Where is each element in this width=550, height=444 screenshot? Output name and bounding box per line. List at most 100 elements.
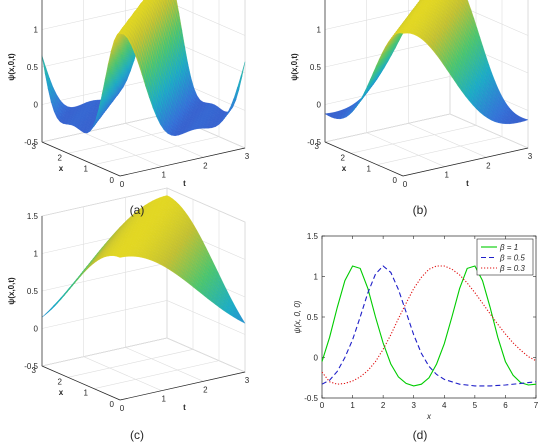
x-tick-label: 5 (473, 401, 478, 410)
legend-label-3: β = 0.3 (499, 264, 525, 273)
panel-d-line-plot: 0 1 2 3 4 5 6 7-0.500.511.5xψ(x, 0, 0)β = 1β = … (293, 232, 539, 421)
x-axis-label: x (59, 164, 64, 173)
z-tick-label: 1 (317, 26, 322, 35)
surface-patch (116, 255, 125, 258)
t-axis-line (402, 147, 529, 177)
t-tick-label: 1 (444, 171, 449, 180)
t-tick-label: 2 (486, 161, 491, 170)
y-tick-label: 1 (314, 273, 319, 282)
caption-c: (c) (130, 428, 144, 442)
x-tick-label: 2 (58, 153, 63, 162)
x-tick-label: 0 (110, 400, 115, 409)
x-tick-label: 7 (534, 401, 539, 410)
z-tick-label: 1 (34, 250, 39, 259)
z-tick-label: 0 (317, 101, 322, 110)
series-line-1 (321, 265, 537, 387)
legend: β = 1 β = 0.5β = 0.3 (476, 238, 534, 276)
x-tick-label: 1 (350, 401, 355, 410)
z-gridline (324, 38, 529, 74)
legend-label-1: β = 1 (499, 243, 518, 252)
x-tick-label: 4 (442, 401, 447, 410)
y-tick-label: -0.5 (304, 394, 318, 403)
legend-box (476, 238, 534, 276)
z-tick-label: -0.5 (24, 362, 38, 371)
x-tick-label: 2 (381, 401, 386, 410)
x-gridline (93, 0, 220, 165)
t-tick-label: 0 (403, 180, 408, 189)
t-tick-label: 1 (161, 171, 166, 180)
t-tick-label: 2 (203, 385, 208, 394)
surface-mesh (324, 0, 529, 125)
z-tick-label: 0.5 (27, 63, 39, 72)
y-axis-label: ψ(x, 0, 0) (293, 300, 302, 333)
y-tick-label: 0.5 (307, 313, 319, 322)
x-axis-label: x (342, 164, 347, 173)
x-tick-label: 2 (341, 153, 346, 162)
x-tick-label: 3 (411, 401, 416, 410)
z-tick-label: 1 (34, 26, 39, 35)
z-axis-label: ψ(x,0,t) (7, 53, 16, 81)
z-tick-label: -0.5 (307, 138, 321, 147)
x-tick-label: 1 (367, 165, 372, 174)
caption-b: (b) (413, 203, 428, 217)
series-line-2 (321, 265, 537, 387)
z-tick-label: 1.5 (27, 212, 39, 221)
surface-patch (116, 31, 125, 35)
x-tick-label: 1 (84, 389, 89, 398)
surface-patch (399, 31, 408, 34)
floor (40, 337, 247, 401)
t-tick-label: 3 (245, 376, 250, 385)
x-tick-label: 6 (503, 401, 508, 410)
t-gridline (324, 0, 404, 177)
t-axis-label: t (466, 179, 469, 188)
x-tick-label: 3 (32, 366, 37, 375)
series-line-3 (321, 265, 537, 385)
t-tick-label: 0 (120, 404, 125, 413)
caption-d: (d) (413, 428, 428, 442)
t-axis-line (119, 371, 246, 401)
surface-mesh (41, 195, 246, 324)
z-axis-label: ψ(x,0,t) (290, 53, 299, 81)
y-tick-label: 1.5 (307, 232, 319, 241)
z-tick-label: 0.5 (310, 63, 322, 72)
x-tick-label: 0 (320, 401, 325, 410)
x-tick-label: 0 (110, 176, 115, 185)
surface-patch (41, 55, 49, 84)
x-tick-label: 2 (58, 377, 63, 386)
t-tick-label: 3 (245, 152, 250, 161)
x-axis-label: x (59, 388, 64, 397)
z-gridline (41, 300, 246, 335)
z-tick-label: 0 (34, 325, 39, 334)
t-axis-label: t (183, 179, 186, 188)
t-tick-label: 2 (203, 161, 208, 170)
z-axis-label: ψ(x,0,t) (7, 277, 16, 305)
z-tick-label: -0.5 (24, 138, 38, 147)
z-tick-label: 0.5 (27, 287, 39, 296)
x-tick-label: 0 (393, 176, 398, 185)
x-tick-label: 3 (315, 142, 320, 151)
x-tick-label: 1 (84, 165, 89, 174)
y-tick-label: 0 (314, 354, 319, 363)
x-tick-label: 3 (32, 142, 37, 151)
t-tick-label: 1 (161, 395, 166, 404)
t-tick-label: 3 (528, 152, 533, 161)
z-tick-label: 0 (34, 101, 39, 110)
caption-a: (a) (130, 203, 145, 217)
x-axis-line (41, 365, 121, 401)
legend-label-2: β = 0.5 (499, 254, 525, 263)
floor (323, 113, 530, 177)
x-gridline (376, 0, 503, 165)
t-axis-line (119, 147, 246, 177)
x-axis-line (324, 141, 404, 177)
x-axis-label: x (426, 412, 432, 421)
surface-mesh (41, 0, 246, 137)
x-axis-line (41, 141, 121, 177)
t-tick-label: 0 (120, 180, 125, 189)
